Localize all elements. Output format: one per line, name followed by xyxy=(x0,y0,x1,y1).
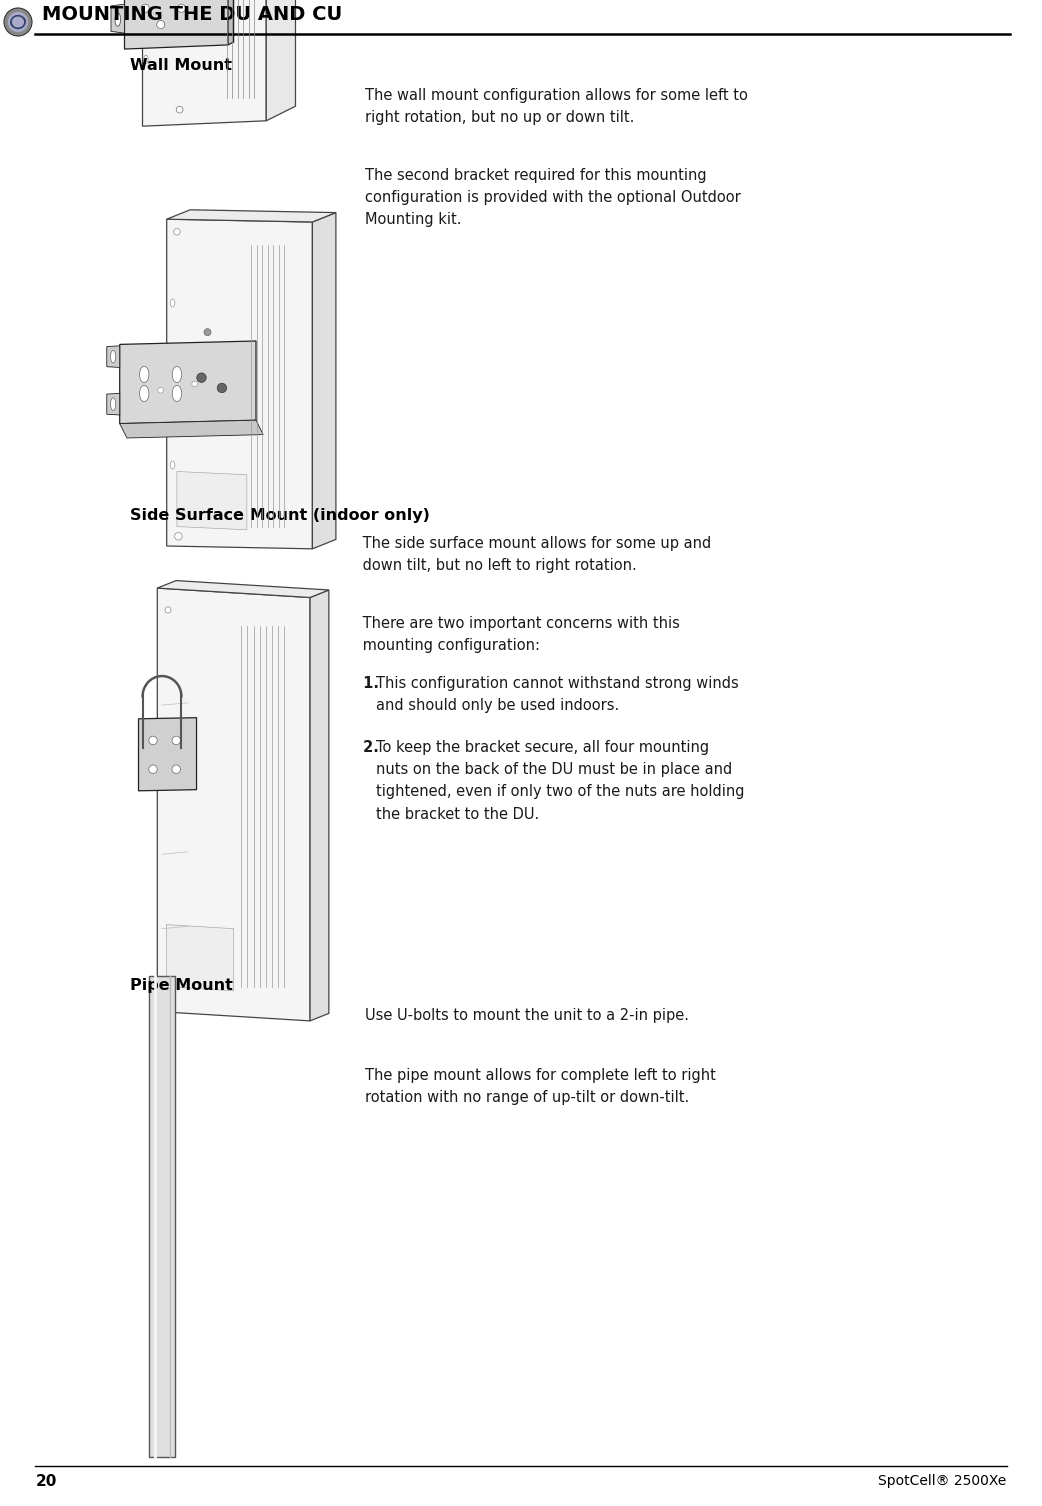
Text: To keep the bracket secure, all four mounting
nuts on the back of the DU must be: To keep the bracket secure, all four mou… xyxy=(376,739,744,822)
Circle shape xyxy=(172,736,180,744)
Circle shape xyxy=(165,607,171,613)
Circle shape xyxy=(172,765,180,774)
Ellipse shape xyxy=(172,366,181,383)
Polygon shape xyxy=(106,346,120,367)
Text: 2.: 2. xyxy=(358,739,379,755)
Polygon shape xyxy=(157,581,329,598)
Circle shape xyxy=(204,328,212,336)
Text: The second bracket required for this mounting
configuration is provided with the: The second bracket required for this mou… xyxy=(365,169,741,227)
Polygon shape xyxy=(313,212,336,548)
Ellipse shape xyxy=(170,300,175,307)
Polygon shape xyxy=(157,589,311,1021)
Polygon shape xyxy=(228,0,233,45)
Ellipse shape xyxy=(170,380,175,389)
Text: There are two important concerns with this
 mounting configuration:: There are two important concerns with th… xyxy=(358,616,679,654)
Polygon shape xyxy=(120,340,256,423)
Text: SpotCell® 2500Xe: SpotCell® 2500Xe xyxy=(877,1474,1006,1488)
Ellipse shape xyxy=(140,386,149,402)
Circle shape xyxy=(8,12,28,32)
Polygon shape xyxy=(120,420,264,438)
Text: 20: 20 xyxy=(36,1474,57,1489)
Polygon shape xyxy=(143,0,267,127)
Text: This configuration cannot withstand strong winds
and should only be used indoors: This configuration cannot withstand stro… xyxy=(376,676,739,714)
Polygon shape xyxy=(311,590,329,1021)
Polygon shape xyxy=(167,220,313,548)
Polygon shape xyxy=(106,393,120,416)
Circle shape xyxy=(157,387,164,393)
Ellipse shape xyxy=(110,351,116,363)
Circle shape xyxy=(217,383,226,393)
Polygon shape xyxy=(124,0,228,50)
Ellipse shape xyxy=(115,12,121,26)
Text: The side surface mount allows for some up and
 down tilt, but no left to right r: The side surface mount allows for some u… xyxy=(358,536,712,574)
Polygon shape xyxy=(167,925,233,991)
Ellipse shape xyxy=(140,366,149,383)
Text: Pipe Mount: Pipe Mount xyxy=(130,977,232,992)
Circle shape xyxy=(197,373,206,383)
Circle shape xyxy=(174,229,180,235)
Polygon shape xyxy=(167,209,336,221)
Text: The wall mount configuration allows for some left to
right rotation, but no up o: The wall mount configuration allows for … xyxy=(365,87,748,125)
Circle shape xyxy=(192,381,198,387)
Polygon shape xyxy=(111,5,124,33)
Circle shape xyxy=(4,8,32,36)
Circle shape xyxy=(176,107,183,113)
Ellipse shape xyxy=(170,461,175,468)
Polygon shape xyxy=(177,471,247,530)
Text: MOUNTING THE DU AND CU: MOUNTING THE DU AND CU xyxy=(42,5,342,24)
Ellipse shape xyxy=(172,386,181,402)
Circle shape xyxy=(166,997,173,1005)
Text: Wall Mount: Wall Mount xyxy=(130,59,232,72)
Polygon shape xyxy=(267,0,296,120)
Text: 1.: 1. xyxy=(358,676,379,691)
Circle shape xyxy=(177,5,185,12)
Circle shape xyxy=(149,765,157,774)
Circle shape xyxy=(141,5,149,12)
Text: Side Surface Mount (indoor only): Side Surface Mount (indoor only) xyxy=(130,508,430,523)
Circle shape xyxy=(175,533,182,541)
Circle shape xyxy=(156,21,165,29)
Ellipse shape xyxy=(110,398,116,411)
Text: Use U-bolts to mount the unit to a 2-in pipe.: Use U-bolts to mount the unit to a 2-in … xyxy=(365,1008,689,1023)
Circle shape xyxy=(149,736,157,744)
Polygon shape xyxy=(139,718,197,791)
Polygon shape xyxy=(149,976,175,1456)
Ellipse shape xyxy=(144,56,148,63)
Text: The pipe mount allows for complete left to right
rotation with no range of up-ti: The pipe mount allows for complete left … xyxy=(365,1068,716,1105)
